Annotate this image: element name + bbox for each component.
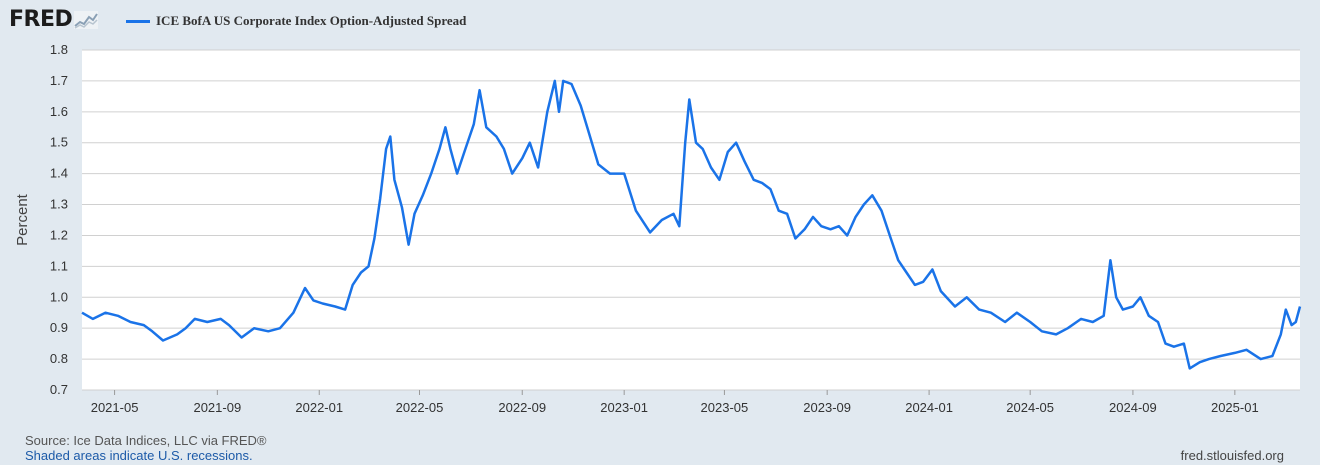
plot-background [82, 50, 1300, 390]
recession-note[interactable]: Shaded areas indicate U.S. recessions. [25, 448, 253, 463]
x-tick-label: 2022-09 [498, 400, 546, 415]
y-tick-label: 1.1 [50, 258, 68, 273]
x-tick-label: 2021-05 [91, 400, 139, 415]
line-chart[interactable]: 0.7 0.8 0.9 1.0 1.1 1.2 1.3 1.4 1.5 1.6 1.7 1.8 202… [0, 0, 1320, 430]
x-tick-label: 2023-09 [803, 400, 851, 415]
y-tick-label: 1.4 [50, 166, 68, 181]
x-tick-labels: 2021-05 2021-09 2022-01 2022-05 2022-09 2023-… [91, 400, 1259, 415]
y-tick-label: 1.0 [50, 289, 68, 304]
mini-chart-icon [74, 10, 99, 29]
x-tick-label: 2024-01 [905, 400, 953, 415]
x-tick-label: 2025-01 [1211, 400, 1259, 415]
y-tick-label: 1.6 [50, 104, 68, 119]
x-tick-label: 2021-09 [193, 400, 241, 415]
x-tick-label: 2023-05 [701, 400, 749, 415]
y-tick-labels: 0.7 0.8 0.9 1.0 1.1 1.2 1.3 1.4 1.5 1.6 1.7 1.8 [50, 42, 68, 397]
x-tick-label: 2024-09 [1109, 400, 1157, 415]
logo-text: FRED [9, 7, 73, 32]
y-tick-label: 1.8 [50, 42, 68, 57]
legend-label: ICE BofA US Corporate Index Option-Adjus… [156, 13, 467, 28]
series-line [81, 79, 1302, 370]
source-note: Source: Ice Data Indices, LLC via FRED® [25, 433, 267, 448]
x-tick-label: 2023-01 [600, 400, 648, 415]
x-tick-label: 2024-05 [1006, 400, 1054, 415]
y-tick-label: 0.7 [50, 382, 68, 397]
y-tick-label: 1.5 [50, 135, 68, 150]
y-tick-label: 1.7 [50, 73, 68, 88]
chart-legend: ICE BofA US Corporate Index Option-Adjus… [126, 13, 466, 29]
x-tick-label: 2022-01 [295, 400, 343, 415]
fred-url[interactable]: fred.stlouisfed.org [1180, 448, 1284, 463]
y-tick-label: 1.2 [50, 227, 68, 242]
y-tick-label: 1.3 [50, 197, 68, 212]
y-tick-label: 0.9 [50, 320, 68, 335]
x-tick-label: 2022-05 [396, 400, 444, 415]
fred-logo[interactable]: FRED [9, 7, 99, 32]
y-axis-label: Percent [14, 193, 31, 246]
legend-swatch [126, 19, 150, 23]
y-tick-label: 0.8 [50, 351, 68, 366]
